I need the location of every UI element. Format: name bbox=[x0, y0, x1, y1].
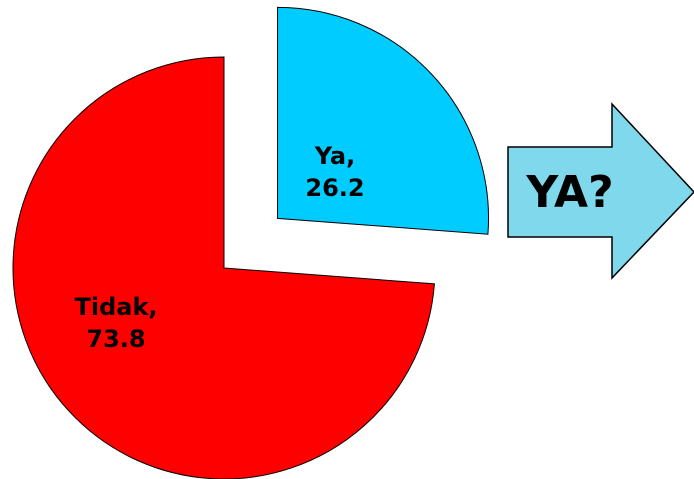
slice-label: 26.2 bbox=[305, 174, 364, 202]
arrow-label: YA? bbox=[525, 167, 613, 218]
pie-slice bbox=[277, 6, 489, 235]
slice-label: Tidak, bbox=[74, 293, 157, 321]
pie-slice bbox=[12, 56, 435, 479]
slice-label: Ya, bbox=[314, 142, 356, 170]
arrow bbox=[507, 102, 694, 280]
slice-label: 73.8 bbox=[86, 325, 145, 353]
